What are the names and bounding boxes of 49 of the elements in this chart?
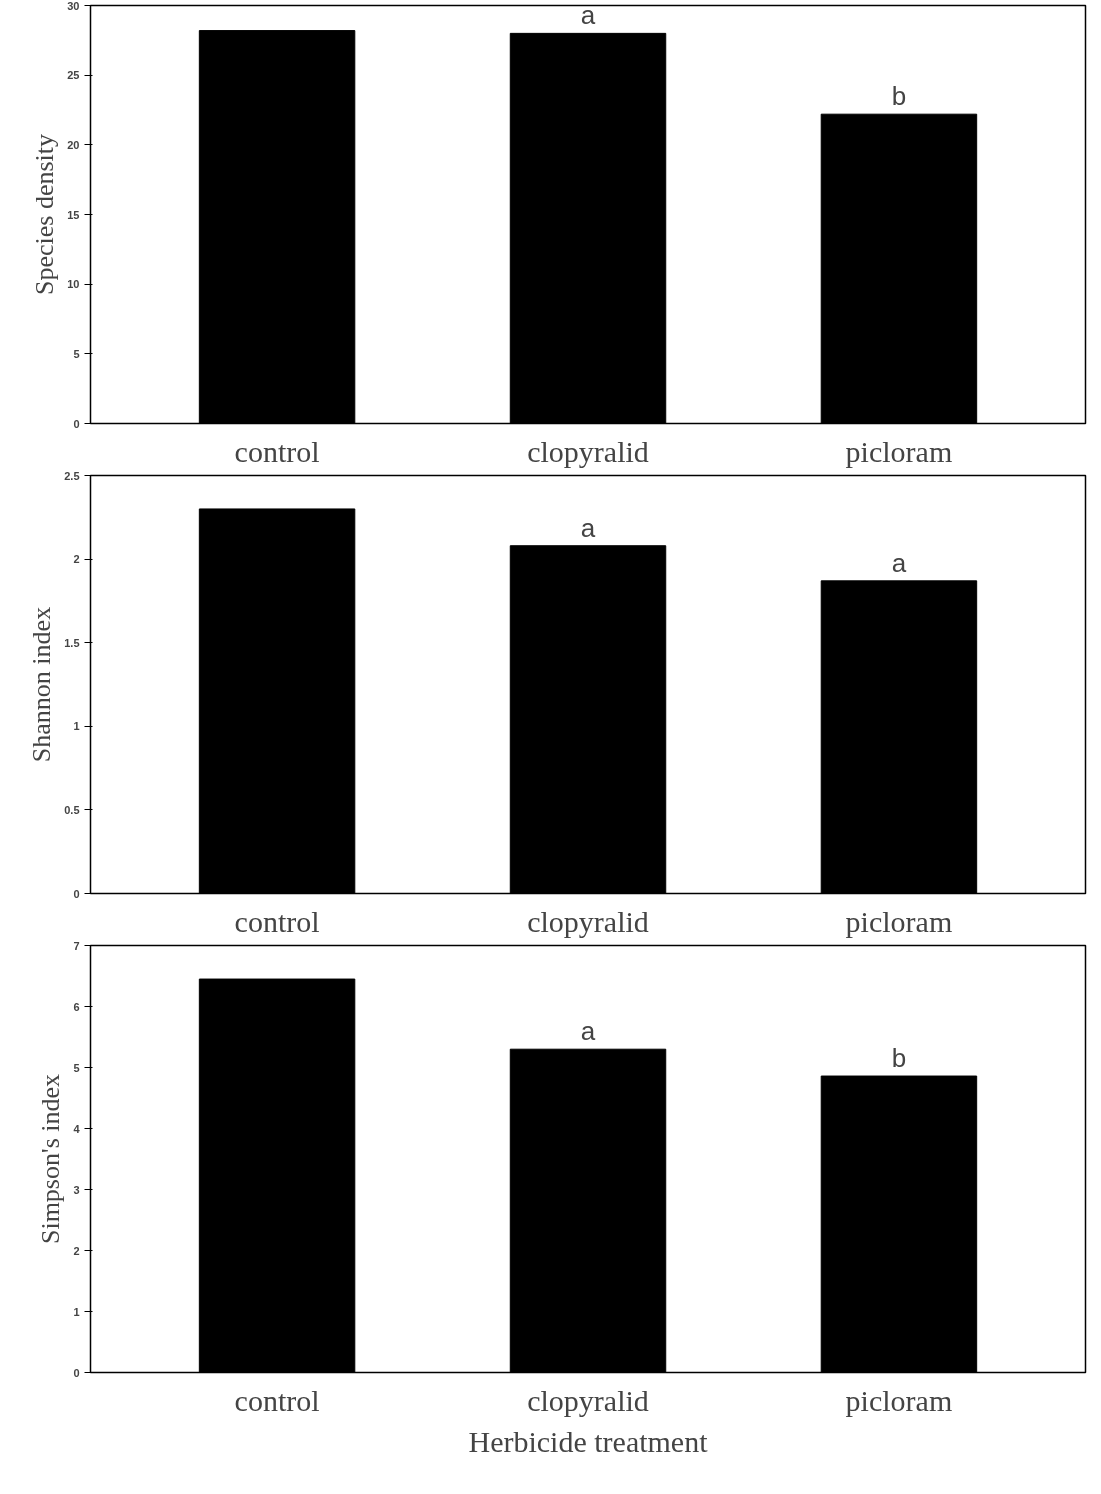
y-axis-title: Simpson's index bbox=[36, 1073, 66, 1245]
annotation: b bbox=[891, 1043, 907, 1074]
bar bbox=[509, 1048, 667, 1373]
y-tick-label: 15 bbox=[67, 208, 80, 221]
y-tick-label: 10 bbox=[67, 278, 80, 291]
annotation: a bbox=[580, 0, 596, 31]
bar bbox=[820, 113, 978, 424]
x-tick-label: clopyralid bbox=[527, 1383, 649, 1417]
x-tick-label: picloram bbox=[845, 904, 953, 938]
x-axis-title: Herbicide treatment bbox=[468, 1424, 709, 1458]
bar bbox=[198, 30, 356, 424]
x-tick-label: control bbox=[234, 1383, 320, 1417]
bar bbox=[198, 978, 356, 1373]
y-tick-label: 7 bbox=[73, 939, 80, 952]
y-tick-label: 0 bbox=[73, 887, 80, 900]
y-tick-label: 1.5 bbox=[64, 636, 80, 649]
y-tick-label: 5 bbox=[73, 347, 80, 360]
x-tick-label: control bbox=[234, 434, 320, 468]
y-axis-title: Species density bbox=[30, 133, 60, 296]
annotation: a bbox=[891, 547, 907, 578]
x-tick-label: picloram bbox=[845, 1383, 953, 1417]
annotation: a bbox=[580, 512, 596, 543]
bar bbox=[509, 545, 667, 894]
y-tick-label: 0 bbox=[73, 417, 80, 430]
bar bbox=[198, 508, 356, 894]
y-tick-label: 4 bbox=[73, 1122, 81, 1135]
y-axis-title: Shannon index bbox=[27, 606, 57, 763]
bar bbox=[509, 32, 667, 424]
y-tick-label: 0 bbox=[73, 1366, 80, 1379]
y-tick-label: 25 bbox=[67, 69, 80, 82]
x-tick-label: clopyralid bbox=[527, 434, 649, 468]
y-tick-label: 0.5 bbox=[64, 803, 80, 816]
y-tick-label: 5 bbox=[73, 1061, 80, 1074]
y-tick-label: 2 bbox=[73, 553, 80, 566]
bar bbox=[820, 1075, 978, 1373]
y-tick-label: 30 bbox=[67, 0, 80, 12]
y-tick-label: 2.5 bbox=[64, 469, 80, 482]
bar bbox=[820, 580, 978, 894]
x-tick-label: clopyralid bbox=[527, 904, 649, 938]
x-tick-label: picloram bbox=[845, 434, 953, 468]
y-tick-label: 1 bbox=[73, 1305, 80, 1318]
y-tick-label: 3 bbox=[73, 1183, 80, 1196]
y-tick-label: 20 bbox=[67, 138, 80, 151]
y-tick-label: 2 bbox=[73, 1244, 80, 1257]
y-tick-label: 6 bbox=[73, 1000, 80, 1013]
annotation: a bbox=[580, 1016, 596, 1047]
annotation: b bbox=[891, 81, 907, 112]
y-tick-label: 1 bbox=[73, 720, 80, 733]
x-tick-label: control bbox=[234, 904, 320, 938]
